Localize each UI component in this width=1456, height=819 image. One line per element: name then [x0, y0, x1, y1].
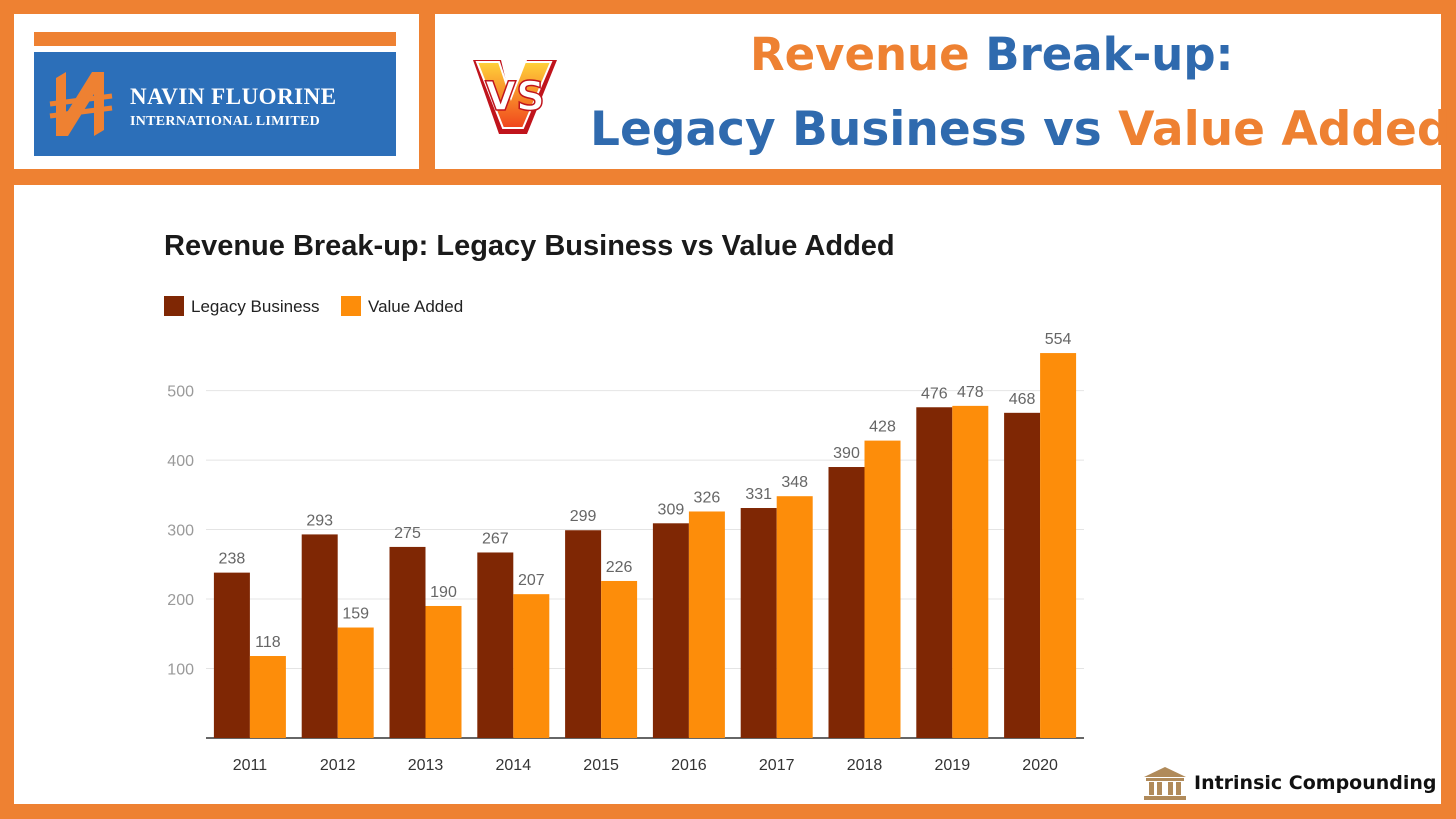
bar-2013-s1: [425, 605, 462, 738]
title-legacy-business: Legacy Business: [590, 102, 1044, 157]
logo-company-name: NAVIN FLUORINE: [130, 84, 337, 109]
title-value-added: Value Added: [1118, 102, 1451, 157]
chart-value-labels: 238 118 293 159 275 190 267 207 299 226 309 326 331 3…: [219, 331, 1072, 651]
vs-badge-icon: VS: [473, 60, 557, 134]
bar-2017-s1: [776, 496, 813, 738]
bar-2015-s1: [601, 580, 638, 738]
x-tick-label-2011: 2011: [233, 757, 268, 774]
x-tick-label-2014: 2014: [496, 757, 532, 774]
brand-name: Intrinsic Compounding: [1194, 772, 1437, 794]
logo-accent-stripe: [34, 32, 396, 46]
chart-panel: Revenue Break-up: Legacy Business vs Val…: [14, 185, 1441, 804]
bar-2014-s1: [513, 594, 550, 738]
x-tick-label-2019: 2019: [935, 757, 971, 774]
chart-bars: [213, 353, 1077, 738]
company-logo: NAVIN FLUORINE INTERNATIONAL LIMITED: [34, 52, 396, 156]
value-label-2014-s1: 207: [518, 572, 545, 589]
bar-2018-s1: [864, 440, 901, 738]
value-label-2018-s1: 428: [869, 419, 896, 436]
company-logo-panel: NAVIN FLUORINE INTERNATIONAL LIMITED: [14, 14, 419, 169]
bar-2020-s1: [1040, 353, 1077, 738]
bar-2011-s0: [213, 572, 250, 738]
bar-2017-s0: [740, 508, 777, 738]
title-word-breakup: Break-up:: [985, 28, 1234, 81]
value-label-2011-s1: 118: [255, 634, 281, 651]
value-label-2013-s0: 275: [394, 525, 421, 542]
navin-fluorine-mark-icon: [49, 72, 113, 136]
y-tick-label-200: 200: [167, 592, 194, 609]
y-tick-label-300: 300: [167, 523, 194, 540]
bar-2014-s0: [477, 552, 514, 738]
vs-badge-text: VS: [485, 74, 545, 120]
bar-2015-s0: [565, 530, 602, 738]
page-title-line-2: Legacy Business vs Value Added: [590, 102, 1451, 157]
page-title-line-1: Revenue Break-up:: [750, 28, 1234, 81]
bar-2013-s0: [389, 546, 426, 738]
chart-y-axis: 100 200 300 400 500: [167, 384, 194, 679]
y-tick-label-100: 100: [167, 662, 194, 679]
bar-2012-s0: [301, 534, 338, 738]
value-label-2019-s1: 478: [957, 384, 984, 401]
title-word-revenue: Revenue: [750, 28, 986, 81]
bar-2019-s0: [916, 407, 953, 738]
y-tick-label-500: 500: [167, 384, 194, 401]
value-label-2017-s1: 348: [781, 474, 808, 491]
bar-2020-s0: [1004, 412, 1041, 738]
value-label-2013-s1: 190: [430, 584, 457, 601]
chart-x-axis: 2011 2012 2013 2014 2015 2016 2017 2018 2019 2020: [233, 757, 1058, 774]
value-label-2019-s0: 476: [921, 385, 948, 402]
value-label-2011-s0: 238: [219, 551, 246, 568]
title-vs: vs: [1043, 102, 1119, 157]
value-label-2016-s1: 326: [694, 489, 721, 506]
value-label-2020-s1: 554: [1045, 331, 1072, 348]
chart-legend: Legacy Business Value Added: [164, 296, 463, 316]
bar-chart: Revenue Break-up: Legacy Business vs Val…: [164, 230, 1084, 774]
bar-2012-s1: [337, 627, 374, 738]
value-label-2012-s0: 293: [306, 512, 333, 529]
legend-label-0: Legacy Business: [191, 297, 320, 316]
x-tick-label-2016: 2016: [671, 757, 707, 774]
bar-2011-s1: [249, 656, 286, 738]
logo-company-subtitle: INTERNATIONAL LIMITED: [130, 114, 321, 129]
bar-2016-s1: [688, 511, 725, 738]
value-label-2016-s0: 309: [658, 501, 685, 518]
x-tick-label-2017: 2017: [759, 757, 795, 774]
value-label-2015-s0: 299: [570, 508, 597, 525]
x-tick-label-2020: 2020: [1022, 757, 1058, 774]
x-tick-label-2018: 2018: [847, 757, 883, 774]
value-label-2017-s0: 331: [745, 486, 772, 503]
bar-2019-s1: [952, 405, 989, 738]
chart-title: Revenue Break-up: Legacy Business vs Val…: [164, 230, 895, 262]
bar-2018-s0: [828, 467, 865, 738]
y-tick-label-400: 400: [167, 453, 194, 470]
x-tick-label-2015: 2015: [583, 757, 619, 774]
value-label-2018-s0: 390: [833, 445, 860, 462]
legend-swatch-0: [164, 296, 184, 316]
bar-2016-s0: [652, 523, 689, 738]
value-label-2012-s1: 159: [342, 606, 369, 623]
bank-building-icon: [1144, 767, 1186, 800]
header-panel: VS Revenue Break-up: Legacy Business vs …: [435, 14, 1451, 169]
value-label-2014-s0: 267: [482, 530, 509, 547]
value-label-2020-s0: 468: [1009, 391, 1036, 408]
x-tick-label-2013: 2013: [408, 757, 444, 774]
value-label-2015-s1: 226: [606, 559, 633, 576]
x-tick-label-2012: 2012: [320, 757, 356, 774]
legend-swatch-1: [341, 296, 361, 316]
legend-label-1: Value Added: [368, 297, 463, 316]
